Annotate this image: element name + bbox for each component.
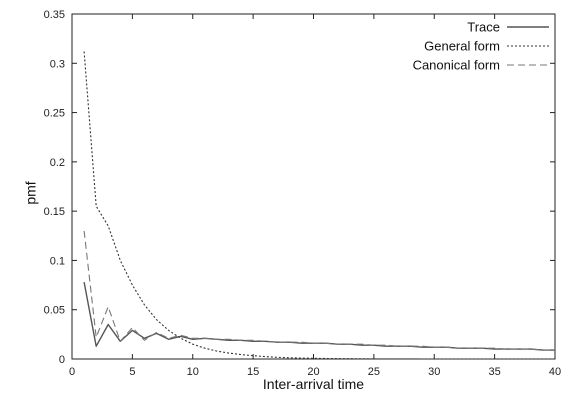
x-tick-label: 5: [129, 366, 135, 378]
y-tick-label: 0.05: [44, 305, 65, 317]
legend: Trace General form Canonical form: [413, 20, 549, 73]
series-line-canonical-form: [83, 230, 555, 351]
x-axis-title: Inter-arrival time: [263, 376, 364, 392]
x-tick-label: 20: [307, 366, 319, 378]
y-axis-title: pmf: [23, 181, 39, 204]
y-tick-label: 0: [59, 354, 65, 366]
x-axis-ticks: 0 5 10 15 20 25 30 35 40: [69, 14, 561, 378]
x-tick-label: 15: [247, 366, 259, 378]
y-axis-ticks: 0 0.05 0.1 0.15 0.2 0.25 0.3 0.35: [44, 9, 555, 366]
x-tick-label: 40: [549, 366, 561, 378]
legend-label: General form: [424, 39, 500, 54]
legend-label: Trace: [467, 20, 500, 35]
y-tick-label: 0.2: [50, 157, 65, 169]
x-tick-label: 10: [187, 366, 199, 378]
y-axis-title-group: pmf: [23, 181, 39, 204]
y-tick-label: 0.25: [44, 108, 65, 120]
series-line-trace: [83, 281, 555, 351]
x-tick-label: 0: [69, 366, 75, 378]
y-tick-label: 0.15: [44, 206, 65, 218]
x-tick-label: 30: [428, 366, 440, 378]
series-lines: [83, 51, 555, 360]
series-line-general-form: [83, 51, 555, 360]
y-tick-label: 0.35: [44, 9, 65, 21]
legend-label: Canonical form: [413, 58, 500, 73]
x-tick-label: 35: [489, 366, 501, 378]
x-tick-label: 25: [368, 366, 380, 378]
y-tick-label: 0.1: [50, 255, 65, 267]
y-tick-label: 0.3: [50, 58, 65, 70]
